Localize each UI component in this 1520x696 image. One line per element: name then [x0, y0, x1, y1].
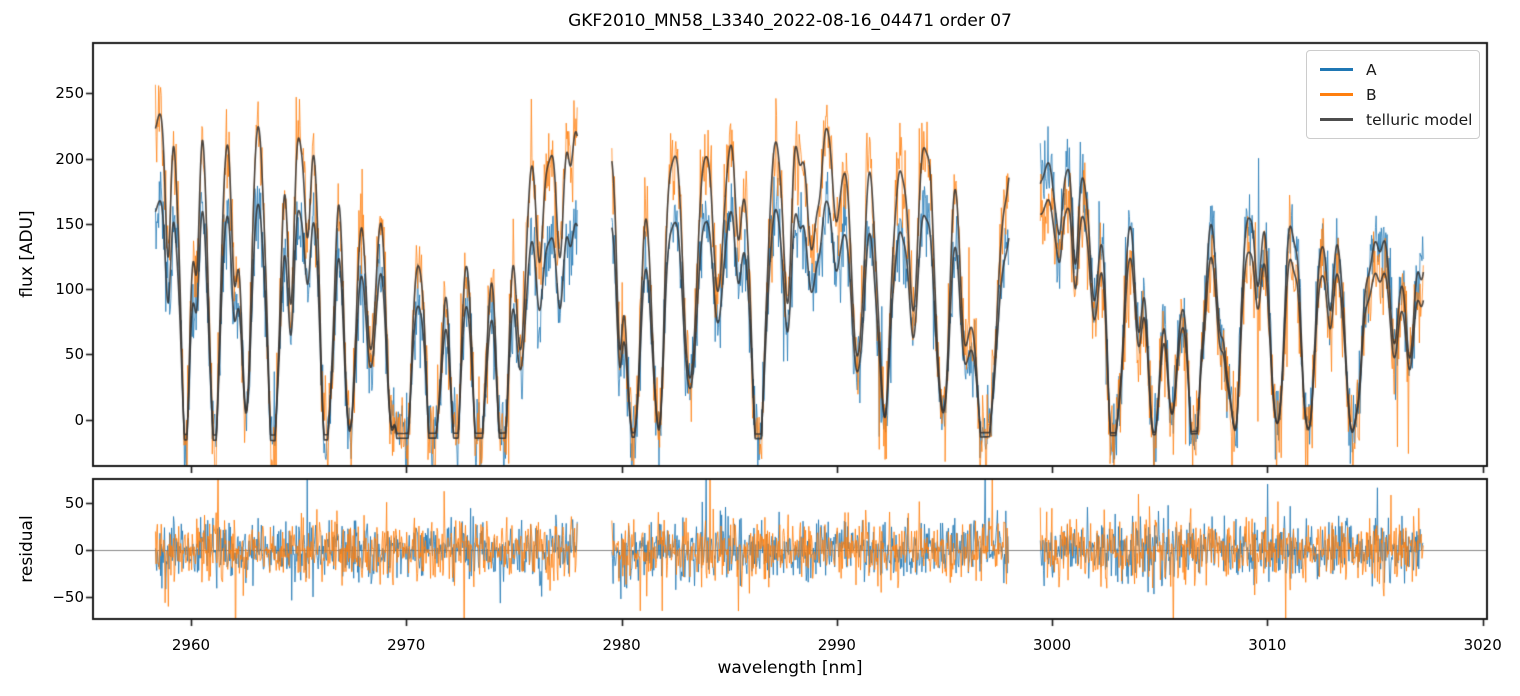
residual-y-tick-label-50: 50	[64, 493, 84, 512]
x-tick-label-2970: 2970	[387, 636, 426, 654]
x-tick-label-2990: 2990	[817, 636, 856, 654]
flux-y-tick-label-50: 50	[64, 345, 84, 364]
plot-title: GKF2010_MN58_L3340_2022-08-16_04471 orde…	[568, 11, 1012, 31]
flux-y-tick-label-0: 0	[74, 410, 84, 429]
legend-label-b: B	[1366, 85, 1377, 104]
legend-line-a-icon	[1320, 68, 1353, 71]
x-tick-label-2960: 2960	[171, 636, 211, 654]
legend-line-b-icon	[1320, 93, 1353, 96]
residual-y-tick-label--50: −50	[52, 588, 84, 607]
flux-y-tick-label-100: 100	[55, 280, 84, 299]
x-tick-label-2980: 2980	[602, 636, 641, 654]
legend: A B telluric model	[1306, 50, 1480, 139]
flux-y-tick-label-250: 250	[55, 84, 84, 103]
x-tick-label-3020: 3020	[1463, 636, 1502, 654]
legend-label-a: A	[1366, 60, 1377, 79]
legend-label-telluric: telluric model	[1366, 110, 1473, 129]
legend-entry-b: B	[1307, 84, 1479, 106]
residual-y-tick-label-0: 0	[74, 540, 84, 559]
x-tick-label-3010: 3010	[1248, 636, 1287, 654]
legend-entry-telluric: telluric model	[1307, 109, 1479, 131]
flux-y-tick-label-200: 200	[55, 149, 84, 168]
x-tick-label-3000: 3000	[1033, 636, 1072, 654]
legend-line-telluric-icon	[1320, 118, 1353, 121]
flux-y-tick-label-150: 150	[55, 214, 84, 233]
legend-entry-a: A	[1307, 59, 1479, 81]
x-axis-label: wavelength [nm]	[717, 658, 863, 678]
